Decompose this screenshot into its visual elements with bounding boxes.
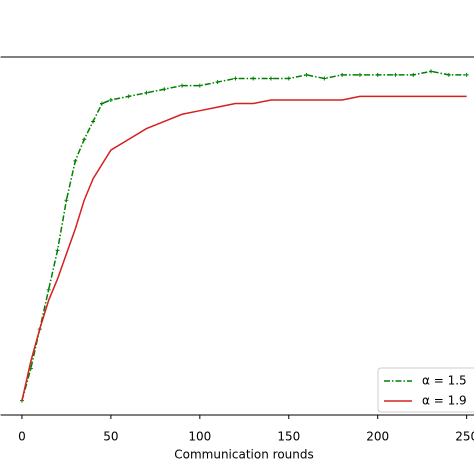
x-tick-label: 250 bbox=[455, 430, 474, 444]
point-marker bbox=[304, 72, 309, 77]
point-marker bbox=[375, 72, 380, 77]
point-marker bbox=[286, 76, 291, 81]
point-marker bbox=[162, 87, 167, 92]
point-marker bbox=[429, 69, 434, 74]
point-marker bbox=[144, 90, 149, 95]
series-line bbox=[21, 70, 467, 401]
x-tick-label: 150 bbox=[277, 430, 300, 444]
x-tick-label: 50 bbox=[103, 430, 118, 444]
point-marker bbox=[233, 76, 238, 81]
point-marker bbox=[82, 137, 87, 142]
point-marker bbox=[411, 72, 416, 77]
point-marker bbox=[446, 72, 451, 77]
point-marker bbox=[357, 72, 362, 77]
point-marker bbox=[322, 76, 327, 81]
point-marker bbox=[393, 72, 398, 77]
point-marker bbox=[268, 76, 273, 81]
legend-label: α = 1.9 bbox=[422, 394, 467, 408]
point-marker bbox=[197, 83, 202, 88]
point-marker bbox=[91, 119, 96, 124]
point-marker bbox=[55, 248, 60, 253]
point-marker bbox=[73, 158, 78, 163]
point-marker bbox=[46, 287, 51, 292]
point-marker bbox=[180, 83, 185, 88]
point-marker bbox=[464, 72, 469, 77]
point-marker bbox=[64, 198, 69, 203]
legend-label: α = 1.5 bbox=[422, 374, 467, 388]
point-marker bbox=[99, 101, 104, 106]
point-marker bbox=[251, 76, 256, 81]
point-marker bbox=[108, 97, 113, 102]
x-tick-label: 200 bbox=[366, 430, 389, 444]
series-line bbox=[21, 95, 467, 401]
x-tick-label: 100 bbox=[188, 430, 211, 444]
point-marker bbox=[215, 80, 220, 85]
x-tick-label: 0 bbox=[18, 430, 26, 444]
x-axis-label: Communication rounds bbox=[174, 448, 314, 462]
point-marker bbox=[340, 72, 345, 77]
point-marker bbox=[126, 94, 131, 99]
